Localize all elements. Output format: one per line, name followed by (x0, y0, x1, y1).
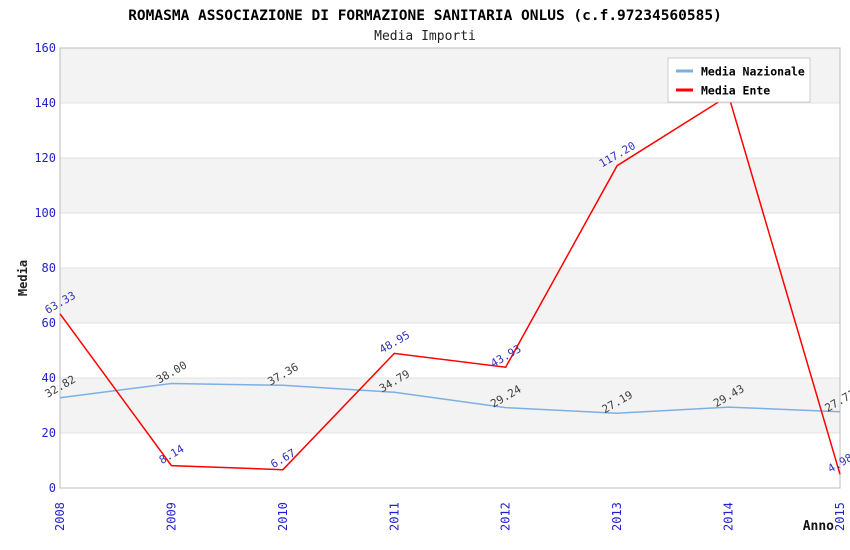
series-line-media-nazionale (59, 382, 841, 414)
x-tick-label: 2011 (387, 502, 401, 531)
x-tick-label: 2012 (499, 502, 513, 531)
legend-box (667, 57, 811, 103)
x-axis-label: Anno (803, 519, 834, 534)
y-tick-label: 160 (34, 41, 56, 55)
plot-band (60, 213, 840, 268)
legend-label-media-nazionale: Media Nazionale (701, 65, 805, 79)
x-tick-label: 2014 (722, 502, 736, 531)
y-tick-label: 80 (42, 261, 56, 275)
x-tick-label: 2008 (53, 502, 67, 531)
y-tick-label: 40 (42, 371, 56, 385)
series-lines (59, 94, 841, 475)
plot-band (60, 323, 840, 378)
series-line-media-ente (59, 94, 841, 475)
chart-title: ROMASMA ASSOCIAZIONE DI FORMAZIONE SANIT… (128, 8, 722, 24)
plot-band (60, 433, 840, 488)
y-tick-label: 20 (42, 426, 56, 440)
y-tick-label: 60 (42, 316, 56, 330)
x-tick-label: 2009 (164, 502, 178, 531)
y-tick-label: 140 (34, 96, 56, 110)
y-axis-ticks: 0 20 40 60 80 100 120 140 160 (34, 41, 56, 495)
y-axis-label: Media (16, 260, 30, 296)
chart-subtitle: Media Importi (374, 29, 476, 44)
plot-bands (60, 48, 840, 488)
y-tick-label: 0 (49, 481, 56, 495)
legend: Media Nazionale Media Ente (667, 57, 811, 103)
y-tick-label: 120 (34, 151, 56, 165)
plot-band (60, 378, 840, 433)
x-axis-ticks: 2008 2009 2010 2011 2012 2013 2014 2015 (53, 502, 847, 531)
legend-label-media-ente: Media Ente (701, 84, 770, 98)
plot-border (59, 47, 841, 489)
plot-band (60, 103, 840, 158)
y-tick-label: 100 (34, 206, 56, 220)
x-tick-label: 2013 (610, 502, 624, 531)
plot-band (60, 268, 840, 323)
x-tick-label: 2010 (276, 502, 290, 531)
plot-band (60, 158, 840, 213)
x-tick-label: 2015 (833, 502, 847, 531)
